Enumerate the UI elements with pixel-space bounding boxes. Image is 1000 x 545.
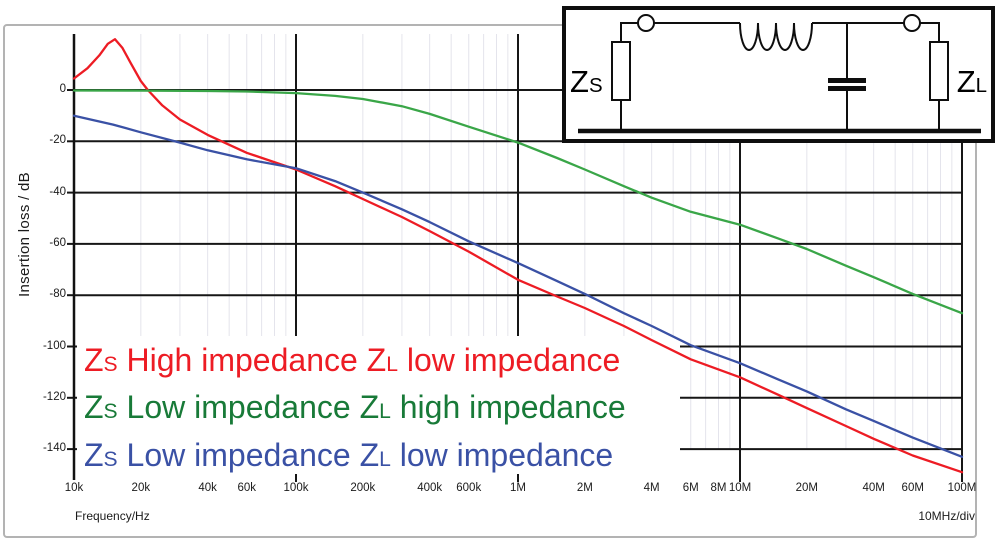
y-tick-label: -80: [49, 288, 66, 301]
input-port-terminal-icon: [637, 14, 655, 32]
x-tick-label: 2M: [576, 482, 593, 494]
inductor-icon: [739, 22, 813, 51]
x-tick-label: 40k: [198, 482, 217, 494]
load-impedance-resistor-icon: [929, 41, 949, 101]
y-tick-label: 0: [59, 83, 66, 95]
source-impedance-label: ZS: [570, 64, 603, 99]
y-tick-label: -100: [42, 339, 66, 352]
y-tick-label: -60: [49, 236, 66, 249]
circuit-inset: ZS ZL: [562, 6, 995, 143]
legend-entry-zs-high-zl-low: ZS High impedance ZL low impedance: [84, 342, 621, 378]
series-line-zs-low-zl-low: [72, 114, 964, 458]
x-tick-label: 4M: [643, 482, 660, 494]
x-tick-label: 100k: [283, 482, 309, 494]
x-tick-label: 8M: [710, 482, 727, 494]
series-line-zs-high-zl-low: [72, 38, 964, 474]
y-tick-label: -20: [49, 134, 66, 147]
x-axis-caption: Frequency/Hz: [75, 509, 150, 523]
output-port-terminal-icon: [903, 14, 921, 32]
y-tick-label: -40: [49, 185, 66, 198]
capacitor-plate-bottom-icon: [828, 86, 866, 91]
y-tick-label: -120: [42, 390, 66, 403]
figure-frame: [3, 24, 977, 538]
x-tick-label: 20k: [131, 482, 151, 494]
x-tick-label: 40M: [862, 482, 885, 494]
series-line-zs-low-zl-high: [72, 89, 964, 315]
x-tick-label: 10M: [728, 482, 752, 494]
wire-source-to-inductor: [620, 22, 740, 42]
x-tick-label: 6M: [682, 482, 699, 494]
x-tick-label: 10k: [64, 482, 84, 494]
capacitor-plate-top-icon: [828, 78, 866, 83]
x-tick-label: 20M: [795, 482, 819, 494]
source-impedance-resistor-icon: [611, 41, 631, 101]
x-axis-scale-note: 10MHz/div: [918, 509, 975, 523]
x-tick-label: 1M: [510, 482, 526, 494]
legend-backdrop: [77, 336, 680, 474]
x-tick-label: 200k: [350, 482, 376, 494]
y-tick-label: -140: [42, 442, 66, 455]
x-tick-label: 60k: [237, 482, 256, 494]
legend-entry-zs-low-zl-high: ZS Low impedance ZL high impedance: [84, 389, 626, 425]
x-tick-label: 60M: [901, 482, 924, 494]
x-tick-label: 400k: [417, 482, 443, 494]
x-tick-label: 600k: [456, 482, 482, 494]
legend-entry-zs-low-zl-low: ZS Low impedance ZL low impedance: [84, 437, 614, 473]
load-impedance-label: ZL: [956, 64, 987, 99]
circuit-diagram: [578, 14, 981, 134]
x-tick-label: 100M: [947, 482, 977, 494]
wire-inductor-to-load: [812, 22, 940, 42]
